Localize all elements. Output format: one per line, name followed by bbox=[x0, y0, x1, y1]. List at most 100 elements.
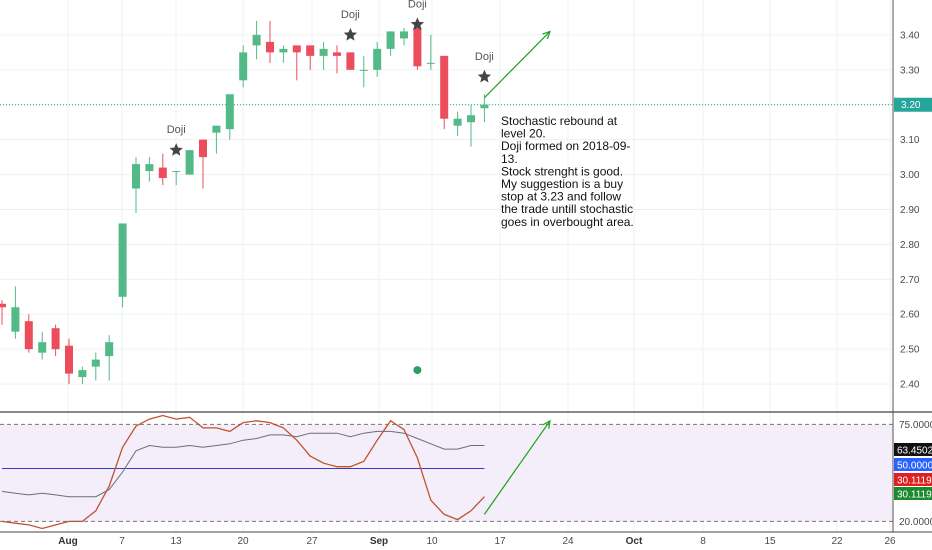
candle-body bbox=[118, 223, 127, 297]
candle-body bbox=[306, 45, 315, 56]
candle-body bbox=[346, 52, 355, 70]
candle-body bbox=[132, 164, 140, 189]
price-tick-label: 2.50 bbox=[900, 345, 920, 356]
stochastic-d-line bbox=[1, 430, 485, 498]
marker-dot bbox=[413, 366, 422, 375]
candle-body bbox=[91, 359, 100, 367]
stochastic-value-label: 63.4502 bbox=[897, 446, 932, 457]
candle bbox=[279, 45, 288, 63]
candle bbox=[78, 366, 87, 385]
candle-body bbox=[65, 345, 73, 374]
candle bbox=[225, 94, 234, 140]
price-tick-label: 2.80 bbox=[900, 240, 920, 251]
price-tick-label: 3.30 bbox=[900, 65, 920, 76]
candle-body bbox=[24, 321, 33, 350]
x-tick-label: 24 bbox=[562, 536, 574, 547]
arrow-head bbox=[542, 30, 551, 40]
price-tick-label: 2.70 bbox=[900, 275, 920, 286]
note-line: stop at 3.23 and follow bbox=[501, 190, 621, 204]
candles bbox=[0, 20, 489, 385]
candle-body bbox=[440, 55, 449, 119]
x-tick-label: Aug bbox=[58, 536, 77, 547]
candle-body bbox=[480, 104, 489, 109]
candle bbox=[413, 27, 422, 70]
candle-body bbox=[239, 52, 248, 81]
note-line: 13. bbox=[501, 152, 518, 166]
stochastic-value-badge bbox=[894, 458, 932, 471]
candle-body bbox=[279, 48, 288, 53]
doji-star-icon bbox=[343, 27, 358, 41]
stochastic-k-line bbox=[1, 414, 485, 530]
candle bbox=[145, 157, 154, 182]
x-tick-label: 26 bbox=[884, 536, 896, 547]
x-tick-label: 7 bbox=[119, 536, 125, 547]
candle-body bbox=[386, 31, 395, 49]
candle bbox=[306, 45, 315, 70]
doji-label: Doji bbox=[475, 51, 494, 63]
candle-body bbox=[0, 303, 6, 308]
candle bbox=[38, 331, 47, 360]
stochastic-value-label: 50.0000 bbox=[897, 461, 932, 472]
candle bbox=[158, 153, 167, 186]
candle bbox=[132, 157, 140, 213]
candle bbox=[319, 41, 328, 70]
current-price-label: 3.20 bbox=[901, 100, 921, 111]
candle-body bbox=[145, 164, 154, 172]
note-line: My suggestion is a buy bbox=[501, 177, 623, 191]
indicator-pane bbox=[0, 423, 893, 522]
candle-body bbox=[319, 48, 328, 56]
candle bbox=[453, 111, 462, 137]
price-tick-label: 2.60 bbox=[900, 310, 920, 321]
candle-body bbox=[266, 41, 274, 53]
candle bbox=[400, 27, 408, 46]
annotations: Doji Doji Doji Doji bbox=[167, 0, 551, 515]
candle bbox=[185, 150, 194, 175]
price-tick-label: 3.00 bbox=[900, 170, 920, 181]
candle-body bbox=[212, 125, 221, 133]
candle bbox=[480, 94, 489, 123]
price-tick-label: 3.40 bbox=[900, 30, 920, 41]
candle bbox=[292, 45, 301, 81]
x-tick-label: 17 bbox=[494, 536, 506, 547]
doji-label: Doji bbox=[167, 124, 186, 136]
candle bbox=[105, 335, 114, 381]
trend-arrow bbox=[483, 420, 551, 515]
price-tick-label: 2.90 bbox=[900, 205, 920, 216]
x-tick-label: Oct bbox=[626, 536, 643, 547]
x-tick-label: 22 bbox=[831, 536, 843, 547]
price-tick-label: 2.40 bbox=[900, 380, 920, 391]
candle-body bbox=[413, 27, 422, 67]
stochastic-band bbox=[0, 424, 893, 522]
candle bbox=[440, 55, 449, 130]
note-line: Stock strenght is good. bbox=[501, 164, 623, 178]
candle bbox=[252, 20, 261, 60]
candle-body bbox=[373, 48, 382, 70]
doji-label: Doji bbox=[408, 0, 427, 10]
candle-body bbox=[400, 31, 408, 39]
doji-star-icon bbox=[477, 69, 492, 83]
stochastic-value-badge bbox=[894, 443, 932, 456]
note-line: level 20. bbox=[501, 127, 546, 141]
stochastic-value-badge bbox=[894, 487, 932, 500]
candle bbox=[172, 171, 181, 186]
stochastic-value-badge bbox=[894, 473, 932, 486]
x-tick-label: 15 bbox=[764, 536, 776, 547]
candle-body bbox=[38, 342, 47, 353]
candle-body bbox=[225, 94, 234, 130]
candle bbox=[118, 223, 127, 308]
candle-body bbox=[333, 52, 341, 56]
x-tick-label: 10 bbox=[426, 536, 438, 547]
candle-body bbox=[158, 167, 167, 179]
candle-body bbox=[292, 45, 301, 53]
candle bbox=[426, 34, 435, 70]
doji-star-icon bbox=[169, 143, 183, 156]
indicator-lines bbox=[1, 414, 485, 530]
candle-body bbox=[426, 62, 435, 64]
price-tick-label: 3.10 bbox=[900, 135, 920, 146]
candle bbox=[51, 324, 60, 357]
analysis-note: Stochastic rebound at level 20. Doji forme… bbox=[501, 114, 634, 229]
note-line: Doji formed on 2018-09- bbox=[501, 139, 630, 153]
candle-body bbox=[199, 139, 207, 158]
candle bbox=[239, 45, 248, 88]
